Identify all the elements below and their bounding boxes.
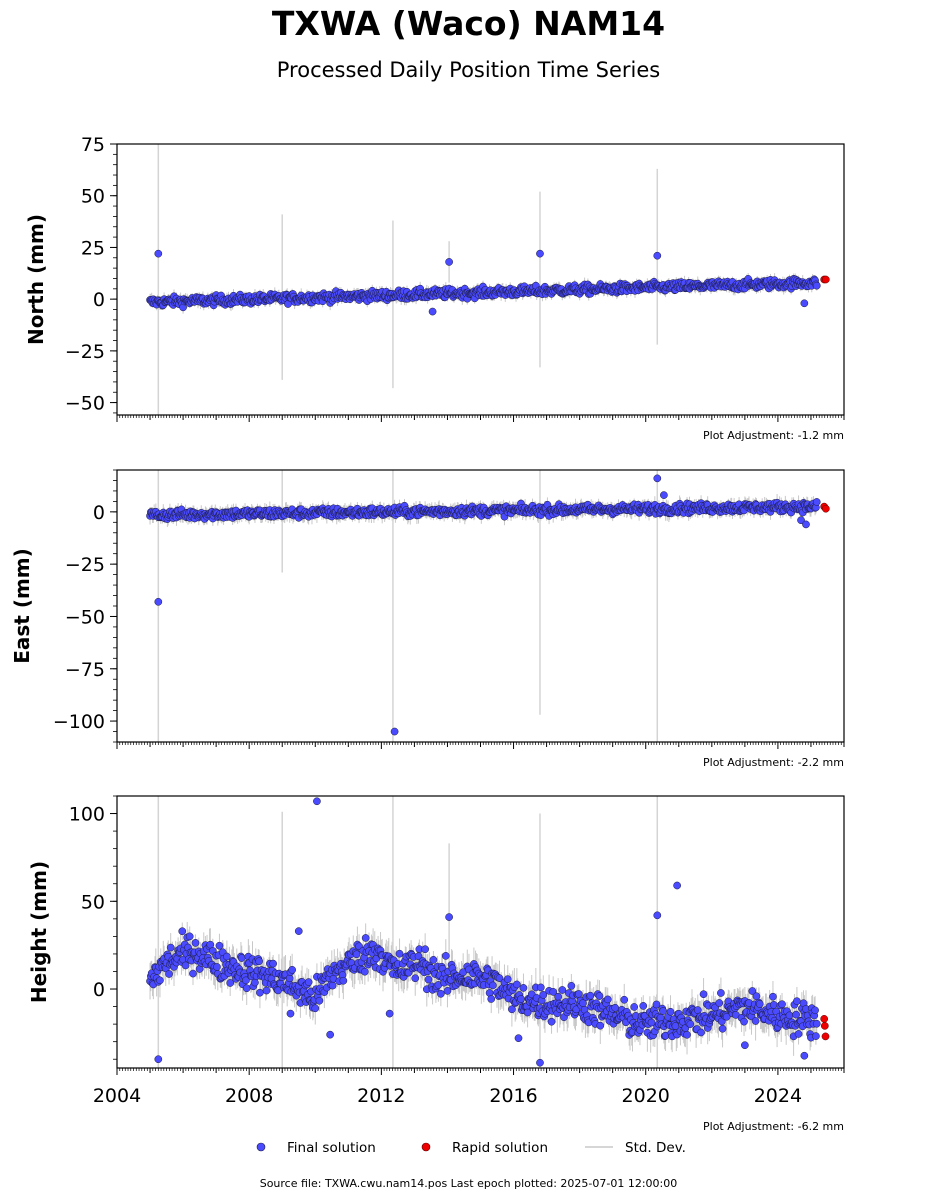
panel-2: 0 −25 −50 −75 −100 East (mm) Plot Adjustment: … xyxy=(10,469,845,769)
plot-area xyxy=(146,470,830,742)
final-point xyxy=(339,976,348,985)
rapid-solution-points xyxy=(820,275,830,284)
final-point xyxy=(262,986,271,995)
final-point xyxy=(360,967,369,976)
y-tick-label: −100 xyxy=(53,711,105,733)
y-tick-label: 0 xyxy=(93,502,105,524)
plot-adjustment-note: Plot Adjustment: -1.2 mm xyxy=(703,429,844,442)
y-tick-label: −50 xyxy=(65,606,105,628)
final-point xyxy=(156,976,164,985)
final-point xyxy=(165,970,173,978)
final-point xyxy=(255,957,263,966)
final-point xyxy=(189,969,197,978)
y-tick-label: −75 xyxy=(65,659,105,681)
y-tick-label: 0 xyxy=(93,289,105,311)
y-axis-label: North (mm) xyxy=(24,214,48,345)
final-point xyxy=(213,963,221,971)
final-point xyxy=(269,959,277,968)
final-point-outlier xyxy=(797,516,805,525)
final-point xyxy=(242,976,250,985)
final-point xyxy=(178,927,187,936)
y-tick-label: −50 xyxy=(65,393,105,415)
final-point xyxy=(352,950,361,959)
final-point xyxy=(328,981,337,990)
final-point xyxy=(251,978,259,987)
final-point xyxy=(311,1004,320,1013)
y-tick-label: 75 xyxy=(81,134,105,156)
final-solution-points xyxy=(146,797,821,1067)
final-point xyxy=(166,943,175,952)
y-tick-label: 50 xyxy=(81,186,105,208)
final-point xyxy=(812,498,821,506)
chart-subtitle: Processed Daily Position Time Series xyxy=(276,58,661,82)
final-point xyxy=(181,961,190,970)
final-point xyxy=(288,965,296,974)
final-point-outlier xyxy=(653,474,662,483)
final-point xyxy=(285,974,294,983)
final-point xyxy=(185,932,194,941)
final-point-outlier xyxy=(445,258,453,266)
plot-adjustment-note: Plot Adjustment: -2.2 mm xyxy=(703,756,844,769)
final-solution-points xyxy=(146,474,821,736)
final-point xyxy=(304,978,313,986)
final-point-outlier xyxy=(154,249,163,258)
final-solution-points xyxy=(146,249,821,316)
y-tick-label: −25 xyxy=(65,341,105,363)
final-point xyxy=(223,952,231,961)
final-point xyxy=(812,281,821,290)
final-point-outlier xyxy=(660,491,668,499)
final-point-outlier xyxy=(428,307,437,316)
final-point xyxy=(361,934,370,942)
final-point-outlier xyxy=(390,727,399,736)
rapid-solution-points xyxy=(820,502,830,513)
final-point xyxy=(237,954,246,962)
final-point-outlier xyxy=(154,597,163,606)
final-point-outlier xyxy=(800,299,809,308)
final-point xyxy=(191,938,200,947)
final-point xyxy=(226,979,235,987)
final-point-outlier xyxy=(802,520,810,529)
panel-1: 75 50 25 0 −25 −50 North (mm) Plot Adjustment: … xyxy=(24,134,845,442)
rapid-point xyxy=(821,504,830,513)
plot-area xyxy=(146,144,830,415)
rapid-point xyxy=(821,275,830,284)
y-tick-label: −25 xyxy=(65,554,105,576)
plot-area xyxy=(146,796,830,1068)
final-point-outlier xyxy=(653,251,662,260)
panels-group: 75 50 25 0 −25 −50 North (mm) Plot Adjustment: … xyxy=(10,134,845,1133)
final-point xyxy=(256,988,264,997)
final-point-outlier xyxy=(536,249,544,258)
final-point xyxy=(242,984,251,993)
chart-title: TXWA (Waco) NAM14 xyxy=(271,4,666,43)
final-point xyxy=(315,996,324,1005)
final-point xyxy=(215,941,224,950)
y-axis-label: East (mm) xyxy=(10,548,34,664)
y-tick-label: 25 xyxy=(81,237,105,259)
